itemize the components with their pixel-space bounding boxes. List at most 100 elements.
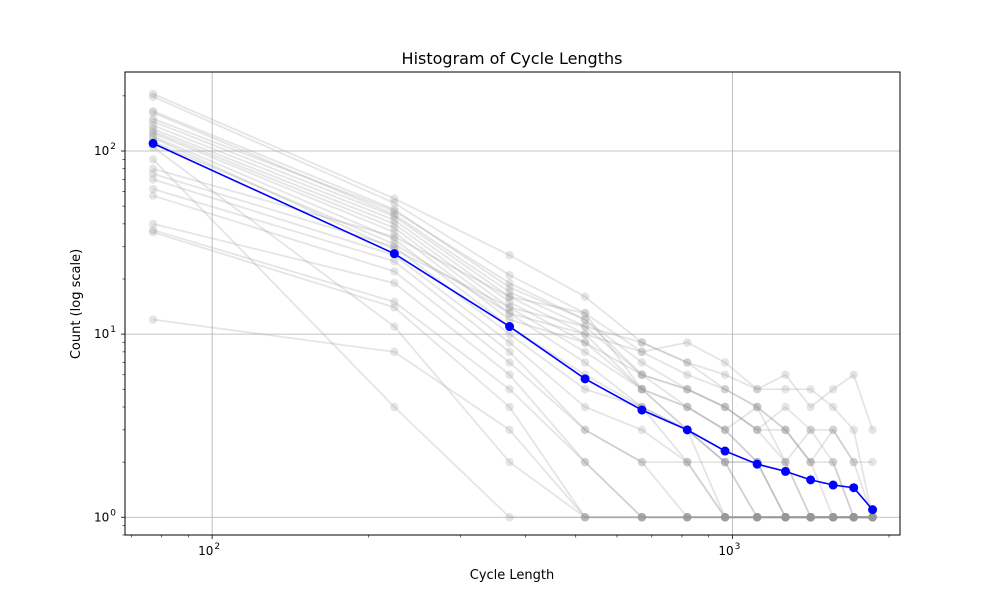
background-series-point (752, 513, 762, 522)
background-series (148, 124, 877, 522)
background-series-point (505, 309, 514, 318)
background-series (148, 106, 877, 522)
background-series-point (752, 385, 762, 394)
background-series-point (752, 513, 762, 522)
background-series-point (637, 513, 647, 522)
background-series-point (868, 513, 877, 522)
background-series-point (637, 385, 647, 394)
background-series-point (505, 309, 514, 318)
background-series-line (152, 167, 873, 519)
background-series-point (148, 315, 158, 324)
background-series-point (720, 402, 730, 412)
background-series-point (806, 513, 815, 522)
background-series-point (720, 370, 730, 379)
background-series-point (781, 457, 790, 467)
background-series-point (580, 292, 590, 301)
chart-title: Histogram of Cycle Lengths (402, 49, 623, 68)
background-series-point (806, 457, 815, 467)
background-series-point (781, 513, 790, 522)
background-series-line (152, 137, 873, 464)
y-axis-label: Count (log scale) (69, 249, 84, 359)
background-series-point (806, 513, 815, 522)
mean-series-point (780, 466, 790, 476)
background-series-point (580, 347, 590, 357)
background-series-point (806, 385, 815, 394)
background-series-point (637, 385, 647, 394)
background-series-point (828, 385, 838, 394)
mean-series-point (828, 480, 838, 490)
background-series (148, 108, 877, 522)
mean-series-point (849, 483, 859, 493)
background-series-point (849, 513, 858, 522)
background-series-point (828, 513, 838, 522)
background-series-point (148, 92, 158, 101)
background-series-point (580, 402, 590, 412)
background-series-group (148, 89, 877, 522)
grid (125, 72, 900, 535)
background-series-point (828, 425, 838, 435)
background-series-point (868, 513, 877, 522)
background-series-point (752, 513, 762, 522)
background-series-point (806, 513, 815, 522)
background-series-point (580, 385, 590, 394)
background-series-point (720, 513, 730, 522)
background-series-point (781, 513, 790, 522)
background-series-point (781, 385, 790, 394)
background-series-line (152, 95, 873, 519)
background-series-point (781, 457, 790, 467)
background-series-point (148, 228, 158, 237)
background-series-point (683, 385, 692, 394)
background-series-point (580, 513, 590, 522)
background-series-point (148, 219, 158, 229)
background-series-point (505, 287, 514, 297)
background-series-point (637, 513, 647, 522)
background-series-point (849, 513, 858, 522)
background-series-point (637, 370, 647, 379)
background-series-point (720, 513, 730, 522)
background-series-point (580, 315, 590, 324)
background-series (148, 114, 877, 522)
background-series-point (849, 513, 858, 522)
background-series-line (152, 178, 873, 519)
background-series-point (505, 402, 514, 412)
background-series-point (505, 385, 514, 394)
background-series-point (781, 513, 790, 522)
background-series-point (720, 513, 730, 522)
background-series-point (505, 315, 514, 324)
y-tick-label: 101 (94, 325, 116, 341)
background-series-point (637, 513, 647, 522)
background-series-point (781, 425, 790, 435)
background-series-point (868, 513, 877, 522)
background-series-line (152, 110, 873, 519)
y-tick-label: 100 (94, 508, 116, 524)
background-series-point (683, 513, 692, 522)
background-series-point (683, 402, 692, 412)
background-series-point (781, 513, 790, 522)
background-series-point (390, 278, 399, 288)
background-series-point (505, 358, 514, 367)
background-series-point (828, 513, 838, 522)
background-series-line (152, 194, 873, 519)
background-series-point (806, 402, 815, 412)
background-series-point (868, 513, 877, 522)
background-series (148, 137, 877, 435)
background-series-point (849, 457, 858, 467)
background-series-point (806, 513, 815, 522)
background-series-point (849, 513, 858, 522)
background-series (148, 191, 877, 522)
x-tick-label: 102 (198, 542, 220, 558)
background-series-point (505, 513, 514, 522)
mean-series-point (580, 374, 590, 384)
background-series-point (781, 513, 790, 522)
background-series (148, 315, 877, 522)
background-series-line (152, 229, 873, 519)
background-series-point (868, 513, 877, 522)
background-series-point (148, 175, 158, 184)
y-tick-label: 102 (94, 142, 116, 158)
background-series-point (806, 513, 815, 522)
background-series-point (868, 425, 877, 435)
background-series-point (148, 121, 158, 130)
background-series-line (152, 117, 874, 518)
background-series-point (781, 402, 790, 412)
